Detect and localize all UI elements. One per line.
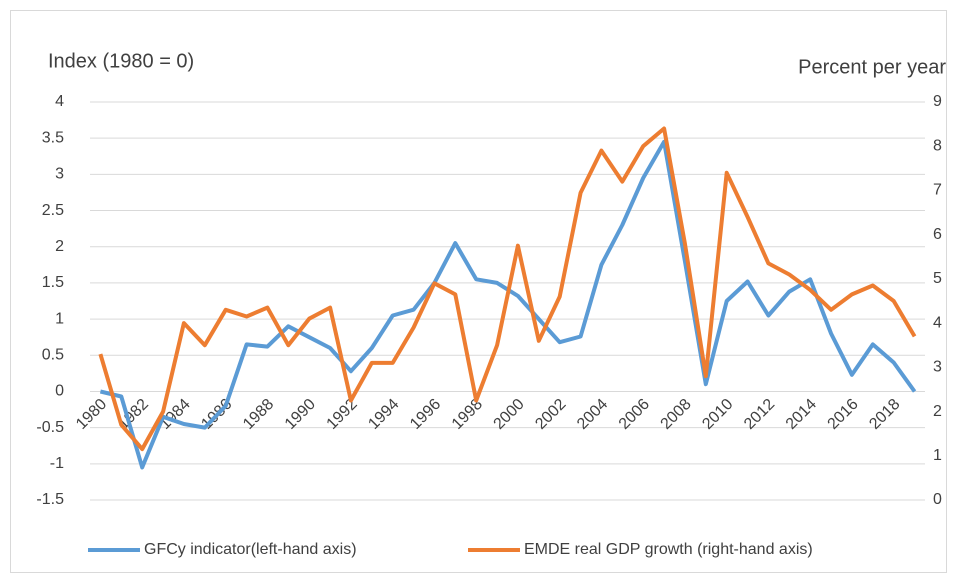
y-tick-label: 0 [55, 383, 64, 400]
y-tick-label: 3 [55, 166, 64, 183]
y-tick-label: 3.5 [42, 129, 64, 146]
chart-frame [10, 10, 947, 573]
y-tick-label: 0.5 [42, 346, 64, 363]
y2-tick-label: 3 [933, 359, 942, 376]
y2-tick-label: 7 [933, 182, 942, 199]
legend-label: GFCy indicator(left-hand axis) [144, 541, 357, 558]
y2-axis-title: Percent per year [798, 56, 946, 78]
legend-label: EMDE real GDP growth (right-hand axis) [524, 541, 813, 558]
y2-tick-label: 9 [933, 93, 942, 110]
y2-tick-label: 5 [933, 270, 942, 287]
y-tick-label: 1 [55, 310, 64, 327]
data-line [98, 126, 917, 452]
y2-tick-label: 4 [933, 314, 942, 331]
y-tick-label: 4 [55, 93, 64, 110]
y-tick-label: 1.5 [42, 274, 64, 291]
y-tick-label: 2 [55, 238, 64, 255]
y-tick-label: -0.5 [36, 419, 64, 436]
y2-tick-label: 6 [933, 226, 942, 243]
y2-tick-label: 2 [933, 403, 942, 420]
y2-tick-label: 8 [933, 137, 942, 154]
y-tick-label: -1 [50, 455, 64, 472]
y-tick-label: -1.5 [36, 491, 64, 508]
y-tick-label: 2.5 [42, 202, 64, 219]
y-axis-title: Index (1980 = 0) [48, 50, 194, 72]
y2-tick-label: 1 [933, 447, 942, 464]
y2-tick-label: 0 [933, 491, 942, 508]
